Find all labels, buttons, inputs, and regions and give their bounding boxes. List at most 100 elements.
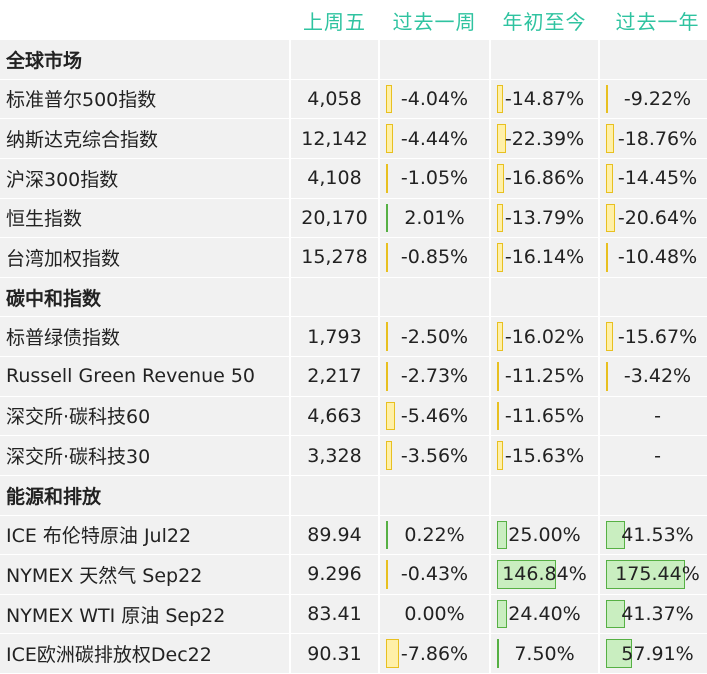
close-value: 4,108	[291, 158, 378, 199]
section-empty-cell	[380, 277, 489, 318]
ytd-change-text: -13.79%	[504, 206, 585, 229]
year-change-text: 41.53%	[621, 523, 694, 546]
year-change-cell: 41.37%	[600, 594, 707, 635]
ytd-change-text: -16.14%	[504, 246, 585, 269]
week-change-text: -2.50%	[400, 325, 469, 348]
section-empty-cell	[491, 277, 598, 318]
year-change-text: -3.42%	[623, 365, 692, 388]
week-change-bar	[386, 520, 388, 550]
row-name: 沪深300指数	[0, 158, 289, 199]
row-name: 台湾加权指数	[0, 238, 289, 278]
week-change-cell: 0.00%	[380, 594, 489, 635]
header-blank	[0, 0, 289, 40]
week-change-bar	[386, 84, 393, 114]
row-name: 恒生指数	[0, 198, 289, 239]
ytd-change-text: -14.87%	[504, 87, 585, 110]
ytd-change-cell: -16.86%	[491, 158, 598, 199]
section-empty-cell	[600, 277, 707, 318]
week-change-text: -0.43%	[400, 563, 469, 586]
week-change-text: -3.56%	[400, 444, 469, 467]
year-change-bar	[606, 599, 625, 629]
week-change-text: -2.73%	[400, 365, 469, 388]
week-change-bar	[386, 362, 388, 391]
ytd-change-text: -16.86%	[504, 167, 585, 190]
week-change-text: -4.44%	[400, 127, 469, 150]
ytd-change-text: 24.40%	[508, 603, 581, 626]
ytd-change-text: 25.00%	[508, 523, 581, 546]
ytd-change-bar	[497, 203, 503, 233]
week-change-text: 0.22%	[404, 523, 465, 546]
ytd-change-cell: -16.02%	[491, 317, 598, 357]
ytd-change-cell: -16.14%	[491, 238, 598, 278]
section-empty-cell	[600, 40, 707, 80]
year-change-cell: -20.64%	[600, 198, 707, 239]
year-change-text: 57.91%	[621, 642, 694, 665]
ytd-change-bar	[497, 520, 507, 550]
ytd-change-bar	[497, 163, 504, 193]
section-title: 碳中和指数	[0, 277, 289, 318]
year-change-text: -18.76%	[617, 127, 698, 150]
ytd-change-cell: -13.79%	[491, 198, 598, 239]
ytd-change-cell: -11.25%	[491, 357, 598, 397]
year-change-text: 41.37%	[621, 603, 694, 626]
week-change-bar	[386, 203, 388, 233]
close-value: 89.94	[291, 515, 378, 556]
week-change-bar	[386, 322, 388, 351]
row-name: 标准普尔500指数	[0, 79, 289, 120]
year-change-cell: 41.53%	[600, 515, 707, 556]
ytd-change-text: 7.50%	[514, 642, 575, 665]
week-change-bar	[386, 243, 388, 272]
week-change-cell: -1.05%	[380, 158, 489, 199]
week-change-text: -5.46%	[400, 404, 469, 427]
year-change-bar	[606, 639, 633, 668]
ytd-change-cell: -11.65%	[491, 396, 598, 437]
ytd-change-cell: 7.50%	[491, 634, 598, 674]
week-change-text: -7.86%	[400, 642, 469, 665]
week-change-bar	[386, 401, 395, 431]
ytd-change-cell: -22.39%	[491, 119, 598, 159]
header-past-year: 过去一年	[615, 9, 700, 34]
year-change-cell: -10.48%	[600, 238, 707, 278]
header-last-friday: 上周五	[303, 9, 366, 34]
week-change-bar	[386, 124, 394, 153]
section-empty-cell	[491, 40, 598, 80]
week-change-bar	[386, 560, 388, 589]
section-empty-cell	[600, 475, 707, 516]
row-name: 标普绿债指数	[0, 317, 289, 357]
week-change-cell: 2.01%	[380, 198, 489, 239]
week-change-cell: -5.46%	[380, 396, 489, 437]
header-ytd: 年初至今	[502, 9, 587, 34]
week-change-bar	[386, 441, 392, 470]
row-name: NYMEX WTI 原油 Sep22	[0, 594, 289, 635]
ytd-change-cell: -14.87%	[491, 79, 598, 120]
year-change-bar	[606, 243, 608, 272]
row-name: NYMEX 天然气 Sep22	[0, 555, 289, 595]
year-change-bar	[606, 362, 608, 391]
ytd-change-text: -16.02%	[504, 325, 585, 348]
ytd-change-bar	[497, 322, 504, 351]
week-change-cell: -3.56%	[380, 436, 489, 476]
ytd-change-bar	[497, 84, 503, 114]
week-change-cell: -2.50%	[380, 317, 489, 357]
year-change-bar	[606, 560, 685, 589]
row-name: 深交所·碳科技60	[0, 396, 289, 437]
year-change-bar	[606, 124, 615, 153]
year-change-cell: -3.42%	[600, 357, 707, 397]
year-change-text: -	[654, 444, 661, 467]
year-change-text: -15.67%	[617, 325, 698, 348]
week-change-cell: -0.43%	[380, 555, 489, 595]
year-change-bar	[606, 84, 608, 114]
close-value: 3,328	[291, 436, 378, 476]
week-change-cell: -4.04%	[380, 79, 489, 120]
ytd-change-bar	[497, 362, 499, 391]
week-change-text: 2.01%	[404, 206, 465, 229]
week-change-cell: -4.44%	[380, 119, 489, 159]
row-name: ICE欧洲碳排放权Dec22	[0, 634, 289, 674]
year-change-cell: -14.45%	[600, 158, 707, 199]
header-past-week: 过去一周	[392, 9, 477, 34]
week-change-text: -4.04%	[400, 87, 469, 110]
week-change-bar	[386, 163, 388, 193]
week-change-text: 0.00%	[404, 603, 465, 626]
ytd-change-bar	[497, 599, 507, 629]
